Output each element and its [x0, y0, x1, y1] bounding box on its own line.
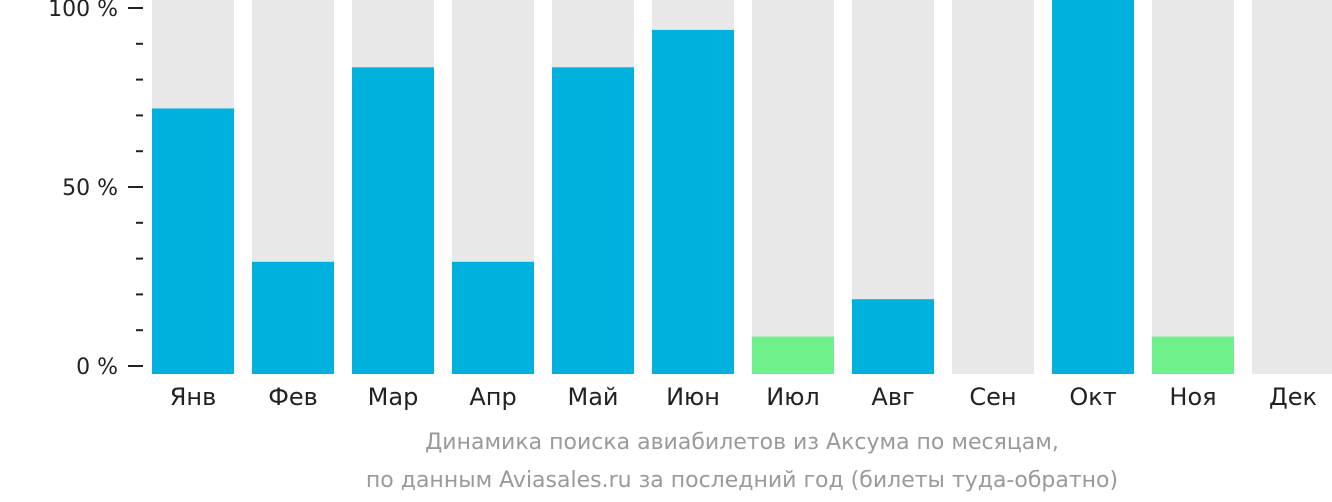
- bar-value: [152, 108, 234, 375]
- y-tick-label: 100 %: [48, 0, 118, 22]
- x-tick-label: Ноя: [1169, 383, 1216, 411]
- bar-value: [1152, 336, 1234, 374]
- bar-value: [352, 67, 434, 374]
- chart-caption-line-2: по данным Aviasales.ru за последний год …: [365, 468, 1119, 493]
- y-tick-label: 50 %: [62, 176, 118, 201]
- x-tick-label: Сен: [969, 383, 1016, 411]
- x-tick-label: Июн: [666, 383, 720, 411]
- x-axis-labels: Янв Фев Мар Апр Май Июн Июл Авг Сен Окт Ноя Дек: [170, 383, 1317, 411]
- x-tick-label: Июл: [766, 383, 820, 411]
- x-tick-label: Мар: [368, 383, 419, 411]
- bar-track: [1252, 0, 1332, 374]
- x-tick-label: Авг: [871, 383, 914, 411]
- y-tick-label: 0 %: [76, 355, 118, 380]
- bar-track: [1152, 0, 1234, 374]
- x-tick-label: Фев: [268, 383, 318, 411]
- x-tick-label: Дек: [1269, 383, 1317, 411]
- bars-group: [152, 0, 1332, 375]
- bar-value: [252, 261, 334, 374]
- y-axis: 0 % 50 % 100 %: [48, 0, 143, 380]
- bar-value: [452, 261, 534, 374]
- bar-chart: 0 % 50 % 100 % Янв Фев Мар Апр Май Июн Июл Авг Сен…: [48, 0, 1332, 411]
- x-tick-label: Апр: [469, 383, 516, 411]
- x-tick-label: Май: [567, 383, 618, 411]
- bar-value: [652, 29, 734, 374]
- bar-value: [552, 67, 634, 374]
- bar-track: [952, 0, 1034, 374]
- bar-track: [752, 0, 834, 374]
- bar-value: [1052, 0, 1134, 374]
- bar-value: [852, 299, 934, 374]
- x-tick-label: Янв: [170, 383, 217, 411]
- bar-value: [752, 336, 834, 374]
- chart-caption-line-1: Динамика поиска авиабилетов из Аксума по…: [425, 430, 1059, 455]
- x-tick-label: Окт: [1069, 383, 1116, 411]
